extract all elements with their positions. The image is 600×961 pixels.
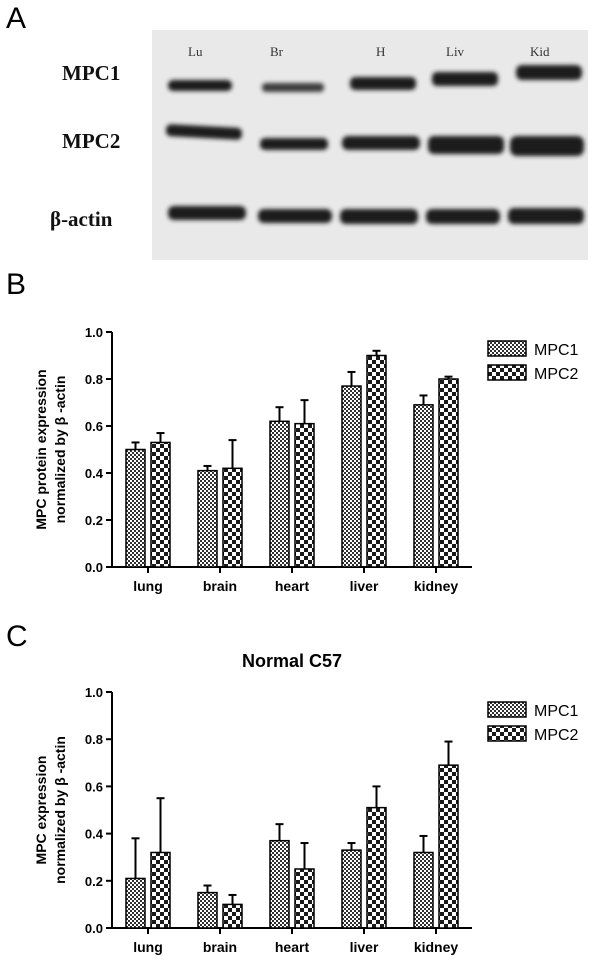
bar-mpc2-kidney: [438, 378, 459, 568]
y-tick-label: 1.0: [85, 685, 103, 700]
bar-mpc2-brain: [222, 903, 243, 929]
bar-mpc1-heart: [269, 839, 290, 929]
lane-label-lu: Lu: [188, 44, 203, 59]
bar-mpc1-kidney: [413, 404, 434, 568]
band-mpc2-h: [342, 136, 420, 150]
y-axis-label-line1: MPC expression: [33, 756, 49, 865]
row-label-beta-actin: β-actin: [50, 207, 113, 231]
bar-mpc2-heart: [294, 868, 315, 929]
western-blot-image: Lu Br H Liv Kid MPC1 MPC2 β-actin: [50, 30, 588, 260]
panel-letter-b: B: [6, 268, 27, 301]
legend-swatch-mpc2: [487, 364, 527, 381]
x-tick-label-brain: brain: [203, 939, 237, 955]
x-tick-label-heart: heart: [275, 939, 310, 955]
lane-label-h: H: [376, 44, 385, 59]
y-tick-label: 1.0: [85, 325, 103, 340]
band-actin-br: [258, 209, 332, 223]
x-tick-label-lung: lung: [133, 578, 163, 594]
y-tick-label: 0.6: [85, 419, 103, 434]
bar-mpc2-kidney: [438, 764, 459, 929]
bar-mpc1-liver: [341, 849, 362, 929]
bar-mpc2-liver: [366, 806, 387, 929]
x-tick-label-kidney: kidney: [414, 578, 459, 594]
legend-swatch-mpc2: [487, 725, 527, 742]
x-tick-label-brain: brain: [203, 578, 237, 594]
lane-label-kid: Kid: [530, 44, 550, 59]
band-mpc2-br: [260, 138, 328, 150]
lane-labels: Lu Br H Liv Kid: [188, 44, 550, 59]
y-tick-label: 0.4: [85, 827, 104, 842]
band-mpc2-lu: [165, 124, 243, 140]
band-mpc1-br: [262, 83, 324, 92]
y-tick-label: 0.4: [85, 466, 104, 481]
row-label-mpc2: MPC2: [62, 129, 120, 153]
panel-letter-c: C: [6, 620, 28, 653]
band-mpc1-lu: [168, 80, 232, 91]
panel-letter-a: A: [6, 2, 27, 35]
lane-label-liv: Liv: [446, 44, 465, 59]
y-axis-label: MPC protein expression normalized by β -a…: [33, 369, 68, 529]
y-axis-label-line2: normalized by β -actin: [52, 376, 68, 524]
y-tick-label: 0.8: [85, 372, 103, 387]
band-actin-liv: [426, 209, 500, 224]
bar-mpc1-brain: [197, 891, 218, 929]
x-tick-label-liver: liver: [350, 578, 379, 594]
y-tick-label: 0.0: [85, 560, 103, 575]
bar-mpc2-heart: [294, 422, 315, 568]
legend-label-mpc1: MPC1: [534, 342, 579, 359]
x-tick-label-liver: liver: [350, 939, 379, 955]
y-axis-label-line1: MPC protein expression: [33, 369, 49, 529]
y-tick-label: 0.6: [85, 779, 103, 794]
band-mpc1-kid: [516, 65, 582, 80]
bar-chart-b: MPC protein expression normalized by β -a…: [33, 325, 579, 594]
y-tick-label: 0.2: [85, 874, 103, 889]
chart-title: Normal C57: [242, 651, 342, 671]
y-tick-label: 0.0: [85, 921, 103, 936]
blot-row-labels: MPC1 MPC2 β-actin: [50, 61, 120, 231]
y-axis-label: MPC expression normalized by β -actin: [33, 736, 68, 884]
band-actin-h: [340, 209, 418, 224]
bar-mpc1-kidney: [413, 851, 434, 929]
y-axis-label-line2: normalized by β -actin: [52, 736, 68, 884]
band-mpc1-h: [350, 77, 416, 90]
row-label-mpc1: MPC1: [62, 61, 120, 85]
x-tick-label-lung: lung: [133, 939, 163, 955]
band-mpc2-kid: [510, 136, 584, 156]
band-mpc2-liv: [428, 136, 504, 154]
blot-bands: [165, 65, 584, 224]
bar-mpc1-lung: [125, 877, 146, 929]
legend-swatch-mpc1: [487, 701, 527, 718]
x-tick-label-heart: heart: [275, 578, 310, 594]
legend-label-mpc2: MPC2: [534, 366, 579, 383]
bar-mpc2-brain: [222, 467, 243, 568]
bar-mpc2-liver: [366, 354, 387, 568]
bar-mpc1-brain: [197, 469, 218, 568]
band-actin-kid: [508, 208, 584, 224]
bar-mpc1-heart: [269, 420, 290, 568]
legend-swatch-mpc1: [487, 340, 527, 357]
bar-mpc2-lung: [150, 441, 171, 568]
lane-label-br: Br: [270, 44, 284, 59]
legend-label-mpc2: MPC2: [534, 727, 579, 744]
x-tick-label-kidney: kidney: [414, 939, 459, 955]
bar-mpc1-liver: [341, 385, 362, 568]
y-tick-label: 0.2: [85, 513, 103, 528]
band-actin-lu: [168, 206, 246, 220]
band-mpc1-liv: [432, 72, 498, 86]
y-tick-label: 0.8: [85, 732, 103, 747]
legend-label-mpc1: MPC1: [534, 703, 579, 720]
bar-chart-c: Normal C57 MPC expression normalized by β …: [33, 651, 579, 955]
bar-mpc1-lung: [125, 448, 146, 568]
bar-mpc2-lung: [150, 851, 171, 929]
